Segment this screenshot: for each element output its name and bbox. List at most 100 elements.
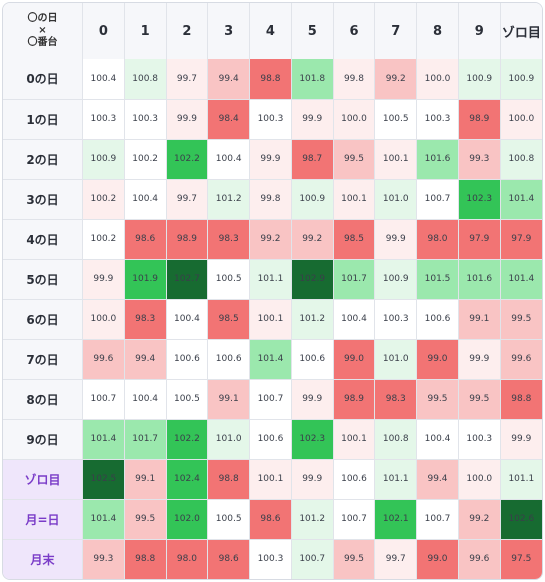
cell-value: 99.5: [343, 154, 364, 164]
heatmap-cell: 100.6: [249, 418, 292, 460]
cell-value: 101.7: [341, 274, 367, 284]
cell-value: 101.5: [424, 274, 451, 284]
heatmap-cell: 99.3: [82, 538, 125, 579]
heatmap-cell: 100.3: [457, 418, 501, 460]
table-row: ゾロ目 102.5 99.1 102.4 98.8 100.1 99.9 100.6 101.1…: [3, 458, 542, 500]
cell-value: 99.5: [511, 314, 532, 324]
cell-value: 99.9: [469, 354, 490, 364]
cell-value: 98.6: [260, 514, 281, 524]
cell-value: 100.1: [382, 154, 409, 164]
cell-value: 102.1: [382, 514, 409, 524]
heatmap-cell: 100.9: [290, 178, 334, 220]
heatmap-cell: 100.4: [123, 178, 167, 220]
heatmap-cell: 98.3: [123, 298, 167, 340]
heatmap-cell: 100.4: [82, 59, 125, 100]
heatmap-cell: 99.4: [207, 59, 251, 100]
cell-value: 101.1: [508, 474, 535, 484]
heatmap-cell: 99.1: [457, 298, 501, 340]
heatmap-cell: 100.8: [374, 418, 418, 460]
cell-value: 99.3: [469, 154, 490, 164]
cell-value: 99.1: [218, 394, 239, 404]
heatmap-cell: 101.0: [207, 418, 251, 460]
heatmap-cell: 99.2: [249, 218, 292, 260]
cell-value: 100.7: [90, 394, 117, 404]
heatmap-cell: 100.7: [249, 378, 292, 420]
cell-value: 100.6: [174, 354, 200, 364]
cell-value: 102.9: [299, 274, 326, 284]
heatmap-cell: 100.1: [374, 138, 418, 180]
heatmap-cell: 100.6: [416, 298, 459, 340]
heatmap-cell: 100.8: [123, 59, 167, 100]
cell-value: 99.2: [385, 73, 406, 84]
heatmap-cell: 101.4: [249, 338, 292, 380]
heatmap-cell: 98.0: [165, 538, 209, 579]
cell-value: 100.9: [382, 274, 409, 284]
heatmap-cell: 99.2: [374, 59, 418, 100]
table-row: 9の日 101.4 101.7 102.2 101.0 100.6 102.3 100.1 10…: [3, 418, 542, 460]
heatmap-cell: 99.0: [416, 538, 459, 579]
heatmap-cell: 98.8: [249, 59, 292, 100]
row-header: 月末: [3, 538, 83, 579]
header-row: 〇の日 × 〇番台 0 1 2 3 4 5 6 7 8 9 ゾロ目: [3, 3, 542, 59]
cell-value: 102.3: [299, 434, 326, 444]
heatmap-cell: 98.6: [249, 498, 292, 540]
cell-value: 101.4: [90, 514, 117, 524]
heatmap-cell: 99.2: [290, 218, 334, 260]
heatmap-cell: 100.9: [457, 59, 501, 100]
heatmap-cell: 99.5: [457, 378, 501, 420]
table-row: 8の日 100.7 100.4 100.5 99.1 100.7 99.9 98.9 98.3 9…: [3, 378, 542, 420]
heatmap-cell: 102.4: [165, 458, 209, 500]
cell-value: 101.6: [466, 274, 493, 284]
row-header: 9の日: [3, 418, 83, 460]
heatmap-cell: 100.5: [207, 498, 251, 540]
heatmap-cell: 99.0: [332, 338, 376, 380]
cell-value: 99.5: [135, 514, 156, 524]
cell-value: 100.7: [424, 514, 451, 524]
heatmap-cell: 100.0: [457, 458, 501, 500]
cell-value: 97.9: [511, 234, 532, 244]
cell-value: 101.1: [382, 474, 409, 484]
heatmap-cell: 100.0: [332, 98, 376, 140]
cell-value: 100.3: [466, 434, 493, 444]
cell-value: 98.3: [135, 314, 156, 324]
heatmap-cell: 100.7: [332, 498, 376, 540]
cell-value: 102.6: [508, 514, 535, 524]
cell-value: 100.9: [508, 73, 535, 84]
cell-value: 99.6: [469, 554, 490, 565]
table-body: 0の日 100.4 100.8 99.7 99.4 98.8 101.8 99.8 99.2 10…: [3, 59, 542, 579]
heatmap-cell: 101.1: [499, 458, 542, 500]
cell-value: 99.2: [302, 234, 323, 244]
cell-value: 100.6: [424, 314, 451, 324]
cell-value: 100.4: [90, 73, 117, 84]
heatmap-cell: 100.4: [165, 298, 209, 340]
heatmap-cell: 99.5: [332, 538, 376, 579]
heatmap-cell: 98.7: [290, 138, 334, 180]
cell-value: 102.3: [466, 194, 493, 204]
heatmap-cell: 99.9: [499, 418, 542, 460]
cell-value: 101.2: [215, 194, 242, 204]
table-row: 3の日 100.2 100.4 99.7 101.2 99.8 100.9 100.1 101.…: [3, 178, 542, 220]
heatmap-cell: 102.7: [165, 258, 209, 300]
cell-value: 100.5: [215, 274, 242, 284]
column-header: 9: [457, 3, 501, 59]
cell-value: 99.4: [427, 474, 448, 484]
cell-value: 101.0: [382, 194, 409, 204]
cell-value: 100.0: [341, 114, 367, 124]
cell-value: 100.2: [90, 234, 117, 244]
heatmap-cell: 101.7: [123, 418, 167, 460]
cell-value: 101.2: [299, 514, 326, 524]
cell-value: 101.1: [257, 274, 284, 284]
heatmap-cell: 100.4: [123, 378, 167, 420]
corner-header: 〇の日 × 〇番台: [3, 3, 83, 59]
cell-value: 99.9: [176, 114, 197, 124]
heatmap-cell: 100.5: [207, 258, 251, 300]
column-header: 6: [332, 3, 376, 59]
cell-value: 99.8: [260, 194, 281, 204]
corner-line-day: 〇の日: [27, 13, 58, 24]
cell-value: 102.2: [174, 154, 200, 164]
heatmap-cell: 100.5: [374, 98, 418, 140]
table-row: 5の日 99.9 101.9 102.7 100.5 101.1 102.9 101.7 100…: [3, 258, 542, 300]
heatmap-cell: 99.6: [82, 338, 125, 380]
cell-value: 99.8: [343, 73, 364, 84]
